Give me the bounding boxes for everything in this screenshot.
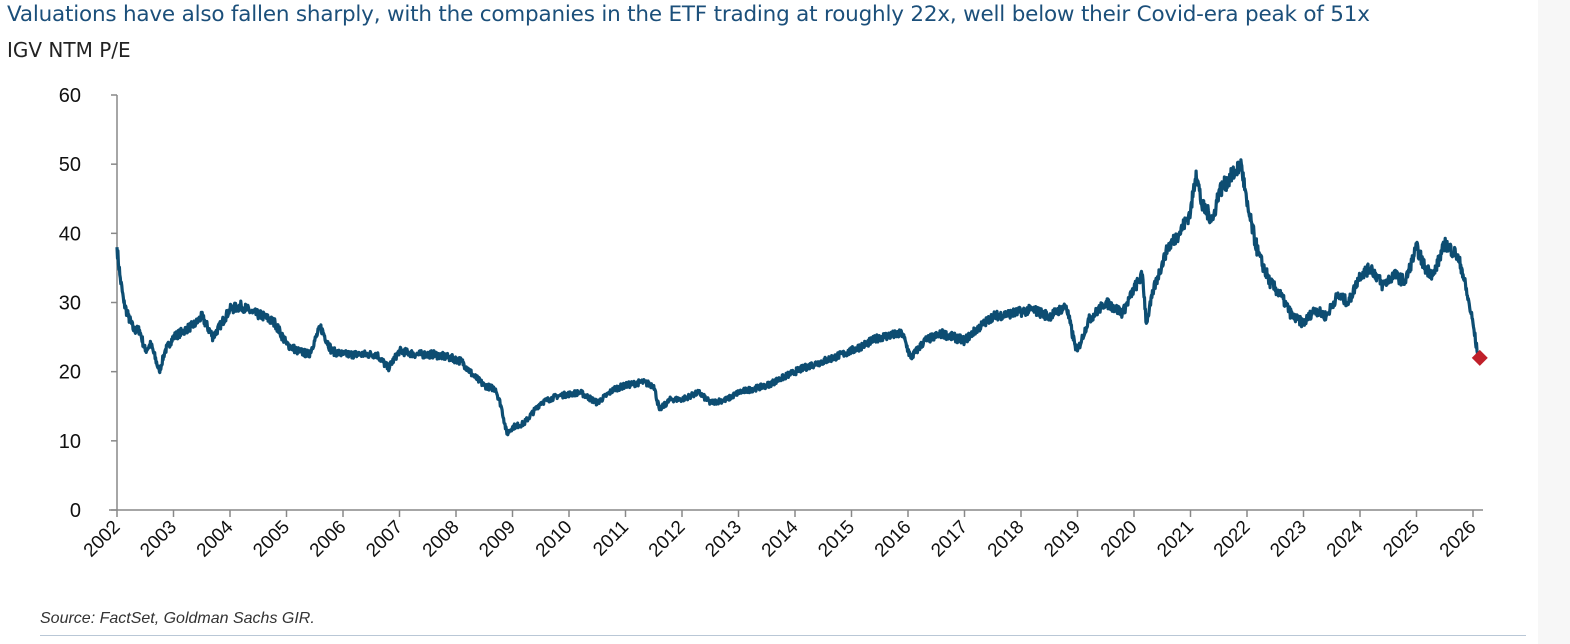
x-tick-label: 2005 bbox=[249, 517, 294, 562]
x-tick-label: 2011 bbox=[589, 517, 633, 561]
chart-subtitle: IGV NTM P/E bbox=[7, 38, 131, 62]
x-tick-label: 2002 bbox=[80, 517, 125, 562]
y-tick-label: 50 bbox=[59, 154, 81, 176]
x-tick-label: 2004 bbox=[193, 516, 238, 561]
x-tick-label: 2020 bbox=[1097, 517, 1142, 562]
x-tick-label: 2012 bbox=[645, 517, 690, 562]
x-tick-label: 2006 bbox=[306, 517, 351, 562]
right-margin-band bbox=[1538, 0, 1570, 644]
x-tick-label: 2018 bbox=[984, 517, 1029, 562]
x-tick-label: 2015 bbox=[814, 517, 859, 562]
y-tick-label: 60 bbox=[59, 85, 81, 107]
x-tick-label: 2024 bbox=[1323, 516, 1368, 561]
x-tick-label: 2023 bbox=[1266, 517, 1311, 562]
latest-value-marker bbox=[1471, 349, 1488, 366]
x-tick-label: 2003 bbox=[136, 517, 181, 562]
y-tick-label: 40 bbox=[59, 223, 81, 245]
y-tick-label: 0 bbox=[70, 500, 81, 522]
chart-title: Valuations have also fallen sharply, wit… bbox=[7, 2, 1370, 27]
y-tick-label: 20 bbox=[59, 362, 81, 384]
footer-rule bbox=[40, 635, 1526, 636]
x-tick-label: 2016 bbox=[871, 517, 916, 562]
x-tick-label: 2008 bbox=[419, 517, 464, 562]
x-tick-label: 2025 bbox=[1379, 517, 1424, 562]
x-tick-label: 2022 bbox=[1210, 517, 1255, 562]
x-tick-label: 2013 bbox=[701, 517, 746, 562]
x-tick-label: 2014 bbox=[758, 516, 803, 561]
x-tick-label: 2021 bbox=[1153, 517, 1198, 562]
y-tick-label: 10 bbox=[59, 431, 81, 453]
x-tick-label: 2007 bbox=[362, 517, 407, 562]
x-tick-label: 2017 bbox=[927, 517, 972, 562]
source-note: Source: FactSet, Goldman Sachs GIR. bbox=[40, 610, 315, 627]
y-tick-label: 30 bbox=[59, 293, 81, 315]
x-tick-label: 2019 bbox=[1040, 517, 1085, 562]
series-line bbox=[115, 158, 1482, 437]
x-tick-label: 2009 bbox=[475, 517, 520, 562]
x-tick-label: 2026 bbox=[1436, 517, 1481, 562]
x-tick-label: 2010 bbox=[532, 517, 577, 562]
